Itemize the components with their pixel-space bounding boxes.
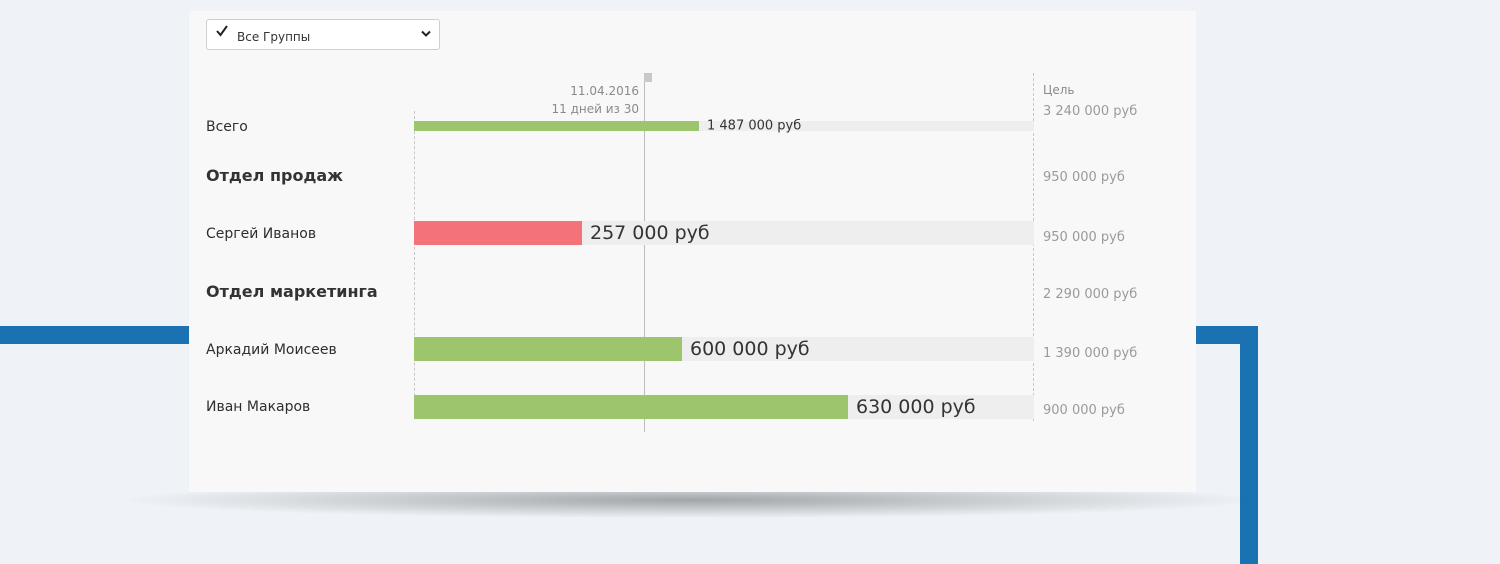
progress-bar <box>414 337 682 361</box>
progress-value-label: 1 487 000 руб <box>707 118 802 134</box>
current-date-label: 11.04.2016 <box>570 84 639 98</box>
chevron-down-icon <box>421 30 431 37</box>
goal-value: 3 240 000 руб <box>1043 104 1138 119</box>
row-label: Иван Макаров <box>206 399 311 415</box>
progress-track: 1 487 000 руб <box>414 118 1034 134</box>
progress-bar <box>414 221 582 245</box>
group-filter-select[interactable]: Все Группы <box>206 19 440 50</box>
row-label: Всего <box>206 119 248 135</box>
group-filter-label: Все Группы <box>237 30 311 44</box>
goal-value: 900 000 руб <box>1043 403 1125 418</box>
progress-track: 257 000 руб <box>414 221 1034 245</box>
goal-value: 950 000 руб <box>1043 170 1125 185</box>
decor-line-right-vertical <box>1240 326 1258 564</box>
goal-value: 950 000 руб <box>1043 230 1125 245</box>
sales-plan-panel: Все Группы 11.04.2016 11 дней из 30 Цель… <box>189 11 1196 492</box>
flag-icon <box>644 73 652 82</box>
group-label: Отдел продаж <box>206 166 344 185</box>
progress-value-label: 257 000 руб <box>590 222 710 244</box>
row-label: Сергей Иванов <box>206 226 317 242</box>
days-progress-label: 11 дней из 30 <box>551 102 640 116</box>
checkmark-icon <box>216 25 228 37</box>
today-marker-line <box>644 77 645 432</box>
progress-track: 630 000 руб <box>414 395 1034 419</box>
goal-axis-line <box>1033 73 1034 421</box>
progress-bar <box>414 395 848 419</box>
axis-start-line <box>414 111 415 411</box>
goal-value: 1 390 000 руб <box>1043 346 1138 361</box>
decor-line-left <box>0 326 190 344</box>
goal-column-header: Цель <box>1043 83 1075 97</box>
progress-bar <box>414 121 699 131</box>
progress-track: 600 000 руб <box>414 337 1034 361</box>
row-label: Аркадий Моисеев <box>206 342 337 358</box>
goal-value: 2 290 000 руб <box>1043 287 1138 302</box>
progress-value-label: 600 000 руб <box>690 338 810 360</box>
group-label: Отдел маркетинга <box>206 282 378 301</box>
progress-value-label: 630 000 руб <box>856 396 976 418</box>
